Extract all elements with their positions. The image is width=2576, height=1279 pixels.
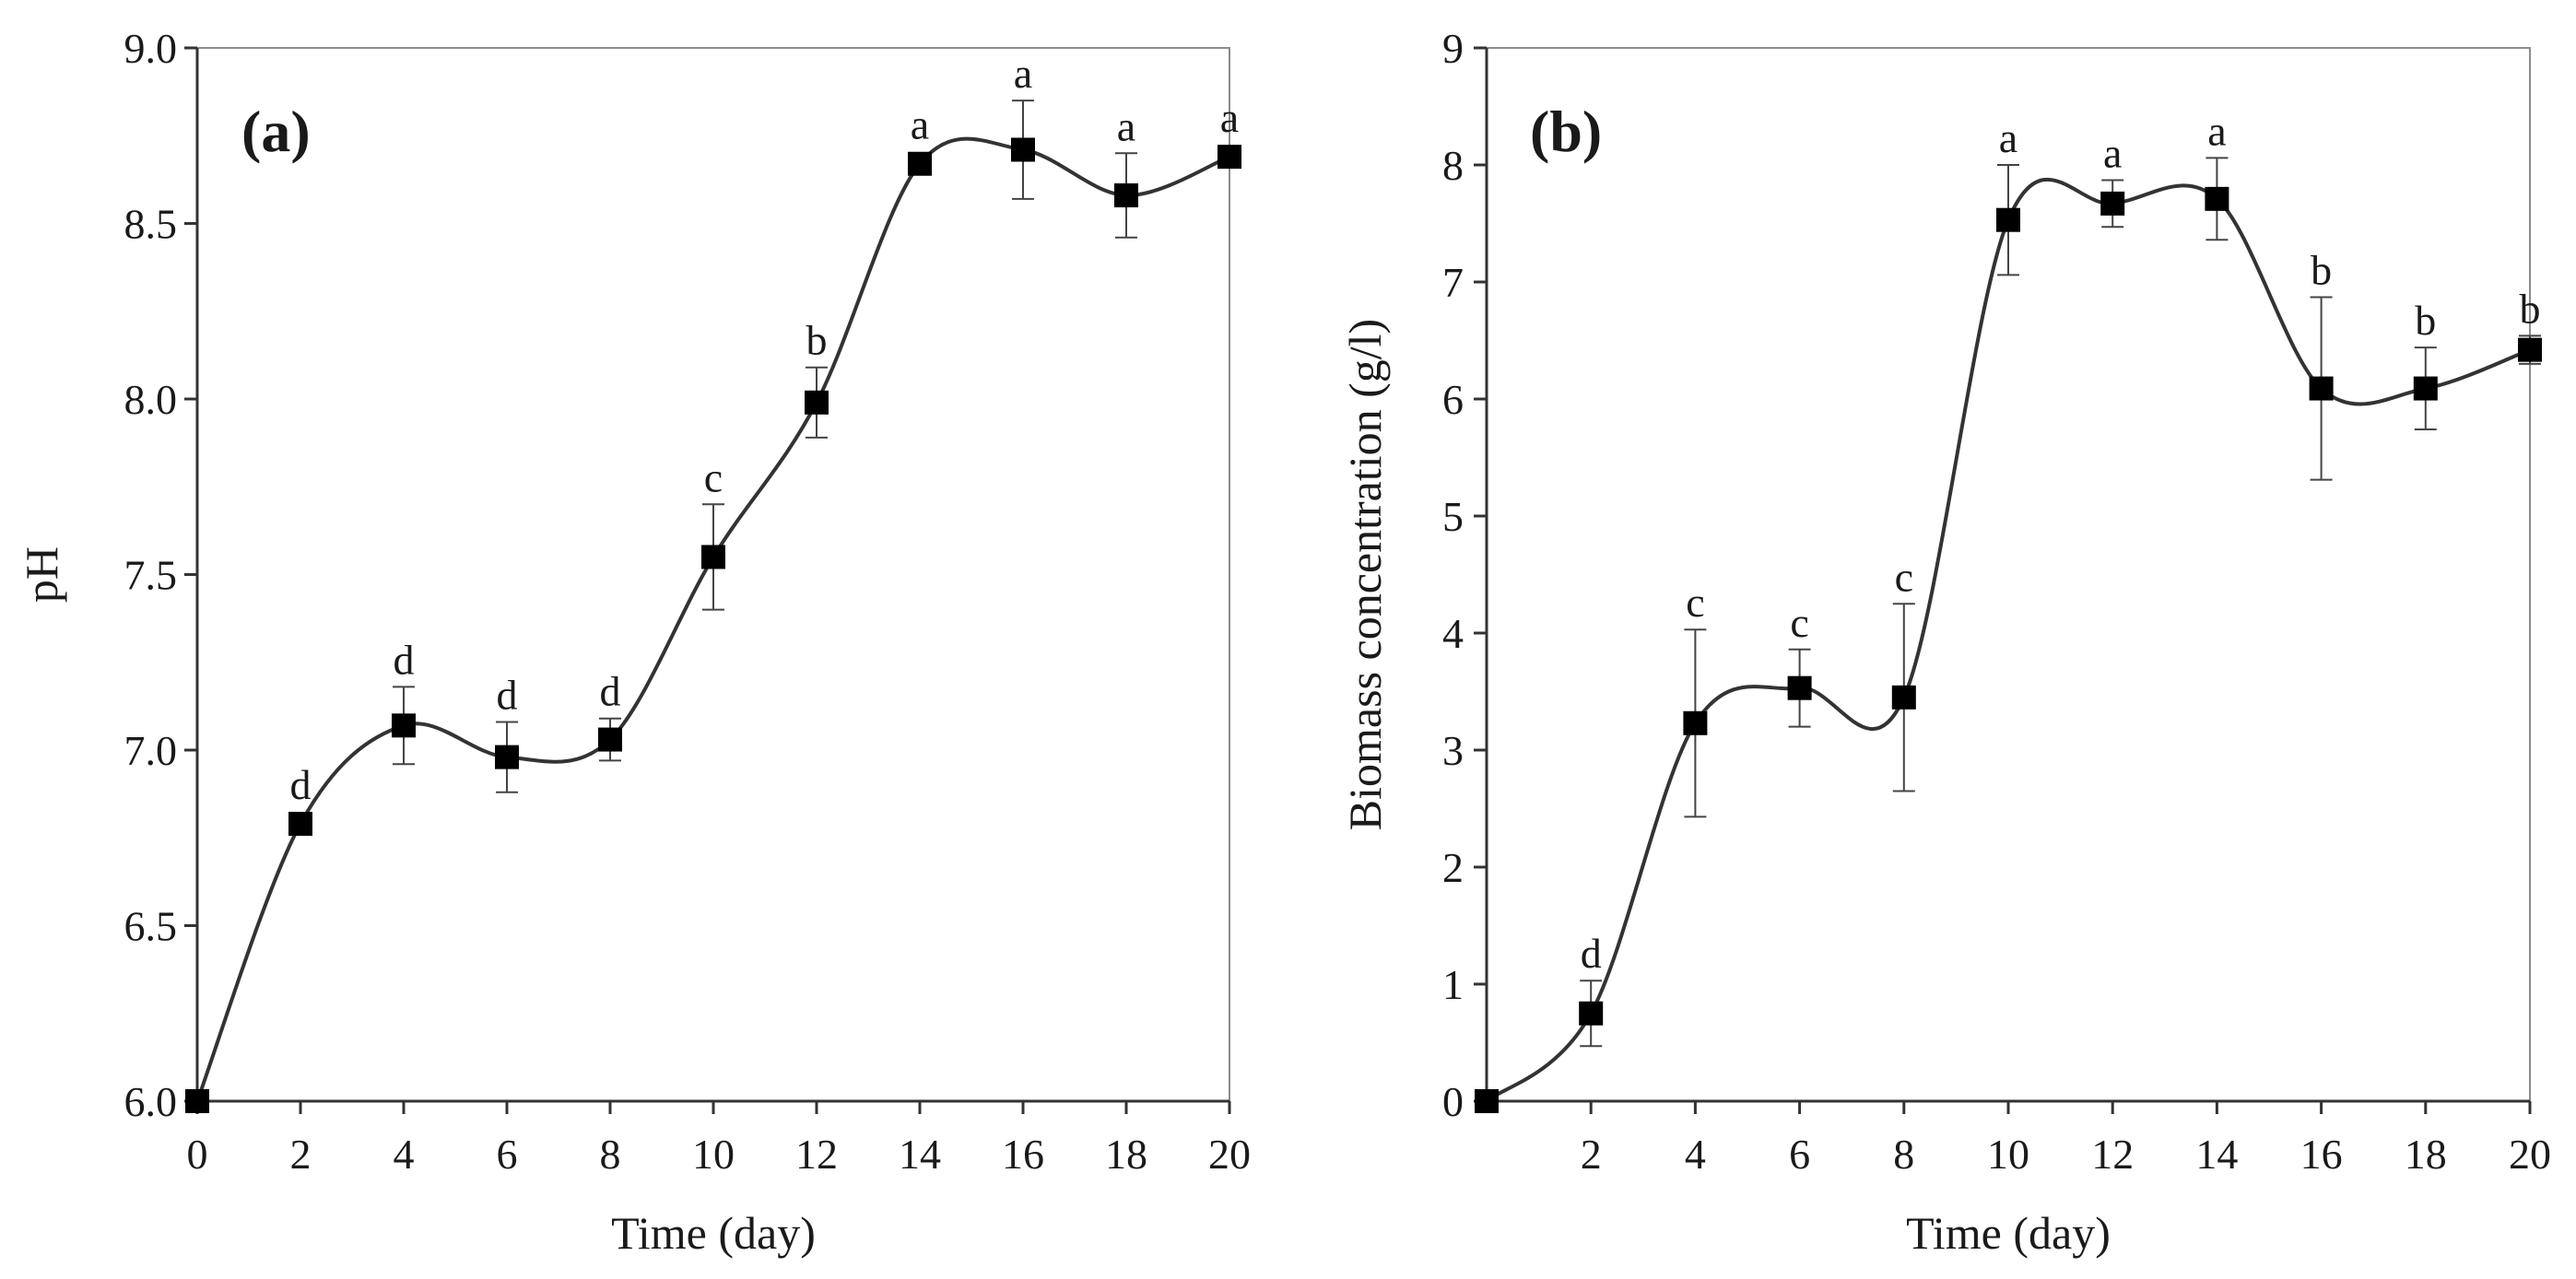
y-tick-label: 7.0 bbox=[124, 727, 178, 774]
x-tick-label: 12 bbox=[795, 1131, 838, 1178]
data-point-marker bbox=[1114, 183, 1138, 208]
significance-label: b bbox=[2415, 297, 2436, 344]
x-tick-label: 12 bbox=[2091, 1131, 2134, 1178]
x-tick-label: 4 bbox=[394, 1131, 415, 1178]
y-tick-label: 2 bbox=[1442, 844, 1464, 891]
y-tick-label: 1 bbox=[1442, 961, 1464, 1008]
x-tick-label: 10 bbox=[1987, 1131, 2029, 1178]
data-point-marker bbox=[1996, 207, 2020, 232]
significance-label: a bbox=[1220, 94, 1239, 141]
y-tick-label: 4 bbox=[1442, 610, 1464, 657]
significance-label: a bbox=[1117, 102, 1135, 149]
x-tick-label: 2 bbox=[1581, 1131, 1602, 1178]
significance-label: a bbox=[911, 101, 929, 148]
data-point-marker bbox=[2100, 191, 2125, 216]
data-point-marker bbox=[2518, 337, 2542, 362]
x-tick-label: 4 bbox=[1685, 1131, 1706, 1178]
y-tick-label: 9 bbox=[1442, 25, 1464, 72]
significance-label: a bbox=[2207, 107, 2226, 154]
x-tick-label: 6 bbox=[1789, 1131, 1810, 1178]
panel-label: (a) bbox=[241, 99, 311, 164]
x-tick-label: 10 bbox=[692, 1131, 735, 1178]
x-tick-label: 2 bbox=[290, 1131, 312, 1178]
x-tick-label: 20 bbox=[2509, 1131, 2551, 1178]
data-point-marker bbox=[2309, 376, 2334, 401]
x-tick-label: 14 bbox=[2195, 1131, 2238, 1178]
y-axis-title: pH bbox=[16, 546, 67, 603]
x-tick-label: 20 bbox=[1208, 1131, 1251, 1178]
significance-label: b bbox=[806, 317, 828, 364]
x-tick-label: 14 bbox=[899, 1131, 941, 1178]
y-tick-label: 0 bbox=[1442, 1078, 1464, 1125]
x-axis-title: Time (day) bbox=[611, 1207, 816, 1259]
series-line bbox=[195, 136, 1230, 1102]
y-tick-label: 3 bbox=[1442, 727, 1464, 774]
significance-label: d bbox=[290, 761, 312, 808]
y-tick-label: 8 bbox=[1442, 142, 1464, 189]
significance-label: a bbox=[1999, 114, 2017, 161]
data-point-marker bbox=[1475, 1089, 1499, 1113]
y-tick-label: 9.0 bbox=[124, 25, 178, 72]
y-tick-label: 6.0 bbox=[124, 1078, 178, 1125]
data-point-marker bbox=[1011, 137, 1035, 162]
y-tick-label: 8.5 bbox=[124, 201, 178, 248]
data-point-marker bbox=[1579, 1001, 1604, 1026]
x-tick-label: 16 bbox=[1002, 1131, 1044, 1178]
significance-label: c bbox=[1686, 579, 1704, 626]
data-point-marker bbox=[1787, 675, 1812, 700]
significance-label: c bbox=[1895, 553, 1913, 600]
data-point-marker bbox=[2205, 186, 2229, 211]
x-tick-label: 8 bbox=[1893, 1131, 1914, 1178]
data-point-marker bbox=[288, 812, 312, 837]
x-tick-label: 8 bbox=[600, 1131, 621, 1178]
data-point-marker bbox=[495, 745, 519, 769]
chart-panel-a: 6.0 6.5 7.0 7.5 8.0 8.5 9.0 0 2 4 6 8 10 12 14 16 18 20 Ti… bbox=[16, 25, 1251, 1259]
data-point-marker bbox=[1891, 685, 1916, 710]
x-tick-label: 0 bbox=[187, 1131, 208, 1178]
data-point-marker bbox=[392, 713, 416, 738]
y-tick-label: 7 bbox=[1442, 259, 1464, 306]
data-point-marker bbox=[598, 727, 622, 752]
y-tick-label: 8.0 bbox=[124, 376, 178, 423]
x-axis-title: Time (day) bbox=[1906, 1207, 2111, 1259]
significance-label: d bbox=[497, 672, 518, 719]
y-tick-label: 7.5 bbox=[124, 552, 178, 599]
y-tick-label: 6.5 bbox=[124, 903, 178, 950]
data-point-marker bbox=[1683, 710, 1708, 735]
x-tick-label: 6 bbox=[497, 1131, 518, 1178]
significance-label: c bbox=[1790, 599, 1808, 646]
data-point-marker bbox=[185, 1089, 209, 1113]
significance-label: d bbox=[600, 668, 621, 715]
data-point-marker bbox=[1217, 145, 1241, 170]
series-line bbox=[1485, 177, 2531, 1103]
data-point-marker bbox=[805, 390, 829, 415]
y-tick-label: 5 bbox=[1442, 493, 1464, 540]
x-tick-label: 18 bbox=[1105, 1131, 1147, 1178]
significance-label: a bbox=[2103, 130, 2122, 177]
panel-label: (b) bbox=[1530, 99, 1602, 164]
x-tick-label: 18 bbox=[2405, 1131, 2447, 1178]
data-point-marker bbox=[908, 151, 932, 176]
significance-label: d bbox=[1581, 930, 1602, 977]
significance-label: b bbox=[2520, 285, 2541, 332]
significance-label: a bbox=[1014, 50, 1032, 97]
significance-label: d bbox=[394, 636, 415, 683]
x-tick-label: 16 bbox=[2300, 1131, 2343, 1178]
data-point-marker bbox=[701, 545, 725, 569]
significance-label: c bbox=[704, 453, 723, 500]
y-tick-label: 6 bbox=[1442, 376, 1464, 423]
data-point-marker bbox=[2413, 376, 2438, 401]
significance-label: b bbox=[2311, 247, 2332, 294]
y-axis-title: Biomass concentration (g/l) bbox=[1339, 319, 1391, 830]
